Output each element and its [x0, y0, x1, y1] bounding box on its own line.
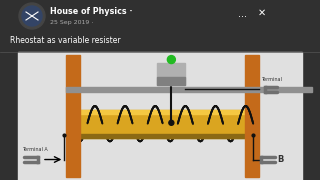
Bar [18, 52, 302, 180]
Circle shape [167, 56, 175, 64]
Text: Terminal: Terminal [261, 76, 282, 82]
Bar [157, 76, 185, 85]
Text: B: B [277, 155, 284, 164]
Text: House of Physics ·: House of Physics · [50, 6, 135, 15]
Text: Terminal A: Terminal A [22, 147, 48, 152]
Text: 25 Sep 2019 ·: 25 Sep 2019 · [50, 19, 95, 24]
Text: Rheostat as variable resister: Rheostat as variable resister [10, 35, 121, 44]
Bar [68, 110, 257, 138]
Text: ✕: ✕ [258, 8, 266, 18]
Circle shape [22, 6, 42, 26]
Circle shape [169, 120, 174, 125]
Bar [66, 55, 80, 177]
Circle shape [19, 3, 45, 29]
Text: ...: ... [238, 9, 247, 19]
Bar [245, 55, 259, 177]
Bar [157, 63, 185, 85]
Bar [66, 87, 312, 92]
Bar [68, 110, 257, 114]
Bar [68, 134, 257, 138]
